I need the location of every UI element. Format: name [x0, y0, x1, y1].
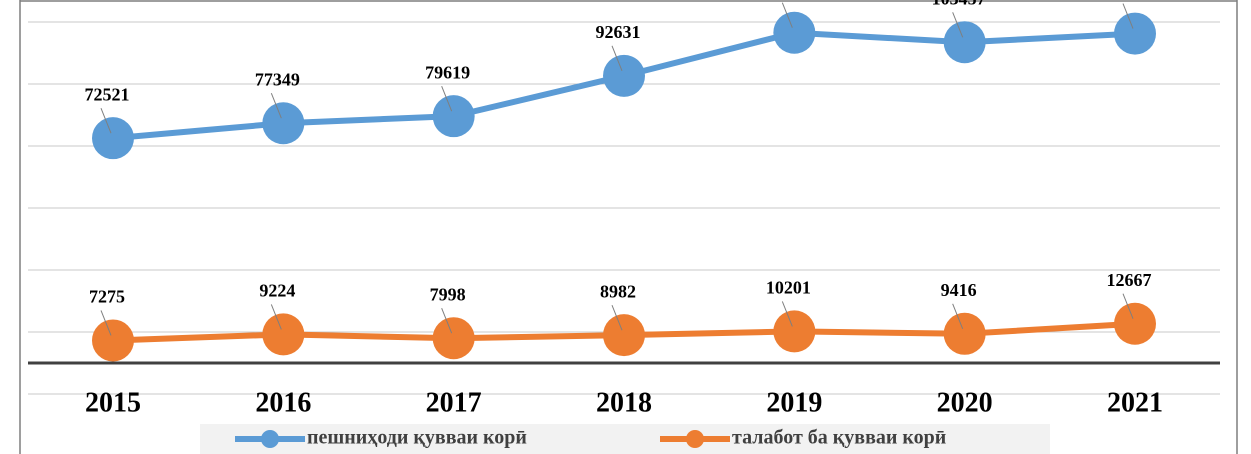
- x-tick-label: 2018: [596, 387, 652, 418]
- marker: [262, 313, 305, 356]
- leader-line: [441, 308, 453, 334]
- leader-line: [1122, 3, 1134, 29]
- marker: [773, 11, 816, 54]
- data-label: 12667: [1107, 270, 1152, 290]
- legend-marker: [686, 430, 704, 448]
- x-tick-label: 2021: [1107, 387, 1163, 418]
- data-label: 103457: [932, 0, 986, 8]
- marker: [773, 310, 816, 353]
- data-label: 8982: [600, 281, 636, 301]
- leader-line: [270, 93, 282, 119]
- data-label: 7275: [89, 287, 125, 307]
- legend-box: [200, 424, 1050, 454]
- leader-line: [611, 45, 623, 72]
- x-tick-label: 2020: [937, 387, 993, 418]
- marker: [943, 21, 986, 64]
- data-label: 79619: [425, 62, 470, 82]
- data-label: 77349: [255, 69, 300, 89]
- legend-label: пешниҳоди қувваи корӣ: [307, 427, 527, 449]
- leader-line: [270, 304, 282, 330]
- marker: [432, 95, 475, 138]
- marker: [92, 117, 134, 160]
- x-tick-label: 2019: [766, 387, 822, 418]
- legend-marker: [261, 430, 279, 448]
- x-tick-label: 2017: [426, 387, 482, 418]
- marker: [603, 314, 645, 357]
- data-label: 9224: [259, 281, 295, 301]
- leader-line: [611, 304, 623, 331]
- leader-line: [781, 301, 793, 327]
- data-label: 72521: [85, 84, 130, 104]
- data-label: 7998: [430, 284, 466, 304]
- x-tick-label: 2016: [255, 387, 311, 418]
- marker: [432, 317, 475, 360]
- leader-line: [952, 303, 964, 329]
- legend-label: талабот ба қувваи корӣ: [732, 427, 946, 449]
- marker: [92, 319, 134, 362]
- leader-line: [1122, 293, 1134, 319]
- data-label: 10201: [766, 278, 811, 298]
- leader-line: [100, 107, 112, 134]
- leader-line: [781, 2, 793, 28]
- data-label: 92631: [596, 22, 641, 42]
- x-tick-label: 2015: [85, 387, 141, 418]
- marker: [943, 312, 986, 355]
- marker: [603, 54, 645, 97]
- leader-line: [441, 85, 453, 112]
- leader-line: [952, 12, 964, 38]
- leader-line: [100, 310, 112, 336]
- marker: [1114, 302, 1156, 345]
- marker: [1114, 12, 1156, 55]
- marker: [262, 102, 305, 145]
- data-label: 9416: [941, 280, 977, 300]
